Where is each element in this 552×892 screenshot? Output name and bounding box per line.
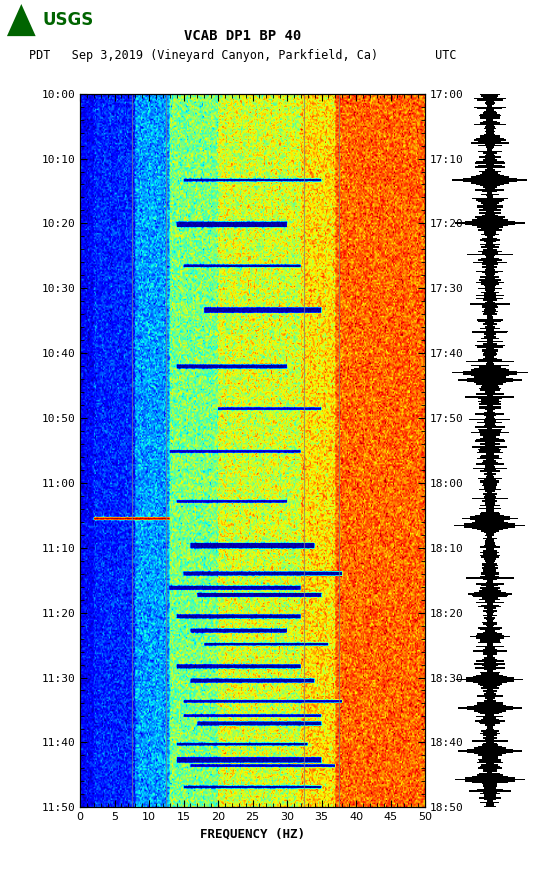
Text: USGS: USGS	[43, 11, 94, 29]
Text: VCAB DP1 BP 40: VCAB DP1 BP 40	[184, 29, 301, 43]
Text: PDT   Sep 3,2019 (Vineyard Canyon, Parkfield, Ca)        UTC: PDT Sep 3,2019 (Vineyard Canyon, Parkfie…	[29, 49, 457, 62]
X-axis label: FREQUENCY (HZ): FREQUENCY (HZ)	[200, 828, 305, 840]
Polygon shape	[7, 4, 36, 36]
